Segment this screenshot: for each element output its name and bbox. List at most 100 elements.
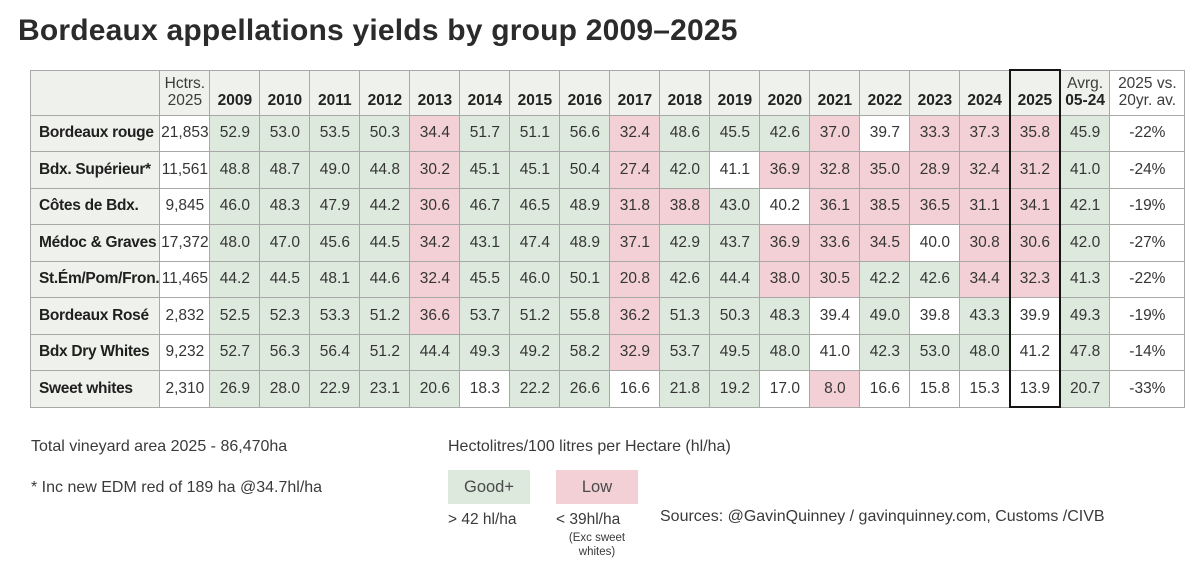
yield-cell: 42.6 [759,114,811,152]
yield-cell: 46.5 [509,187,561,225]
hectares-cell: 21,853 [159,114,211,152]
yield-cell: 48.3 [759,297,811,335]
yield-cell: 49.0 [309,151,361,189]
yield-cell: 48.0 [209,224,261,262]
legend-low-rule: < 39hl/ha [556,511,621,528]
yield-cell: 44.2 [209,260,261,298]
vs-cell: -24% [1109,151,1186,189]
yield-cell: 32.3 [1008,260,1061,298]
year-header-2014: 2014 [459,69,511,116]
yield-cell: 30.8 [959,224,1011,262]
yield-cell: 16.6 [859,370,911,408]
table-head: Hctrs. 2025 2009 2010 2011 2012 2013 2014 2015 20… [29,69,1186,116]
table-row: Bdx Dry Whites 9,232 52.7 56.3 56.4 51.2 44.4 4… [29,333,1186,371]
sources-note: Sources: @GavinQuinney / gavinquinney.co… [660,508,1105,525]
yield-cell: 48.9 [559,187,611,225]
year-header-2016: 2016 [559,69,611,116]
yield-cell: 44.4 [409,333,461,371]
legend-good-swatch: Good+ [448,470,530,504]
yield-cell: 45.5 [709,114,761,152]
yield-cell: 43.0 [709,187,761,225]
vs-cell: -33% [1109,370,1186,408]
yield-cell: 48.9 [559,224,611,262]
yield-cell: 30.2 [409,151,461,189]
table-row: St.Ém/Pom/Fron. 11,465 44.2 44.5 48.1 44.6 32.… [29,260,1186,298]
year-header-2024: 2024 [959,69,1011,116]
yield-cell: 20.8 [609,260,661,298]
yield-cell: 39.8 [909,297,961,335]
yield-cell: 33.6 [809,224,861,262]
yield-cell: 32.9 [609,333,661,371]
yield-cell: 50.3 [359,114,411,152]
yield-cell: 44.8 [359,151,411,189]
vs-cell: -19% [1109,297,1186,335]
yield-cell: 48.6 [659,114,711,152]
yield-cell: 42.6 [659,260,711,298]
yield-cell: 46.7 [459,187,511,225]
yield-cell: 56.3 [259,333,311,371]
yield-cell: 19.2 [709,370,761,408]
legend-good-rule: > 42 hl/ha [448,511,517,528]
yield-cell: 50.4 [559,151,611,189]
yield-cell: 52.9 [209,114,261,152]
yield-cell: 45.1 [509,151,561,189]
yield-cell: 36.9 [759,151,811,189]
table-row: Médoc & Graves 17,372 48.0 47.0 45.6 44.5 34.2… [29,224,1186,262]
yield-cell: 23.1 [359,370,411,408]
yield-cell: 36.9 [759,224,811,262]
yield-cell: 32.8 [809,151,861,189]
yield-cell: 32.4 [959,151,1011,189]
year-header-2025: 2025 [1008,69,1061,116]
yield-cell: 31.2 [1008,151,1061,189]
yield-cell: 39.7 [859,114,911,152]
yield-cell: 31.1 [959,187,1011,225]
vs-header: 2025 vs. 20yr. av. [1109,69,1186,116]
yield-cell: 43.1 [459,224,511,262]
legend-low: Low < 39hl/ha (Exc sweet whites) [556,470,638,560]
yield-cell: 35.8 [1008,114,1061,152]
yield-cell: 38.0 [759,260,811,298]
legend: Hectolitres/100 litres per Hectare (hl/h… [448,438,731,560]
yield-cell: 44.6 [359,260,411,298]
yield-cell: 37.3 [959,114,1011,152]
year-header-2018: 2018 [659,69,711,116]
yield-cell: 42.0 [659,151,711,189]
footnotes: Total vineyard area 2025 - 86,470ha * In… [31,438,322,520]
legend-title: Hectolitres/100 litres per Hectare (hl/h… [448,438,731,455]
yield-cell: 41.1 [709,151,761,189]
yield-cell: 30.6 [409,187,461,225]
yield-cell: 30.5 [809,260,861,298]
year-header-2020: 2020 [759,69,811,116]
avg-cell: 42.1 [1059,187,1111,225]
total-area-note: Total vineyard area 2025 - 86,470ha [31,438,288,455]
table-row: Bdx. Supérieur* 11,561 48.8 48.7 49.0 44.8 30.… [29,151,1186,189]
table-row: Bordeaux Rosé 2,832 52.5 52.3 53.3 51.2 36.6 53… [29,297,1186,335]
yield-cell: 53.3 [309,297,361,335]
row-label: Bordeaux rouge [29,114,161,152]
yield-cell: 47.9 [309,187,361,225]
yield-cell: 49.3 [459,333,511,371]
yield-cell: 52.5 [209,297,261,335]
hectares-cell: 17,372 [159,224,211,262]
legend-low-rule-note: (Exc sweet whites) [568,532,626,559]
yield-cell: 51.1 [509,114,561,152]
avg-cell: 49.3 [1059,297,1111,335]
vs-cell: -27% [1109,224,1186,262]
yield-cell: 56.4 [309,333,361,371]
yield-cell: 51.3 [659,297,711,335]
yield-cell: 42.9 [659,224,711,262]
yield-cell: 39.4 [809,297,861,335]
yield-cell: 53.7 [459,297,511,335]
yield-cell: 50.1 [559,260,611,298]
yield-cell: 50.3 [709,297,761,335]
yield-cell: 44.5 [259,260,311,298]
year-header-2023: 2023 [909,69,961,116]
page-title: Bordeaux appellations yields by group 20… [18,14,738,47]
edm-note: * Inc new EDM red of 189 ha @34.7hl/ha [31,479,323,496]
row-label: Côtes de Bdx. [29,187,161,225]
yield-cell: 51.2 [359,333,411,371]
yields-table: Hctrs. 2025 2009 2010 2011 2012 2013 2014 2015 20… [29,69,1186,408]
yield-cell: 52.3 [259,297,311,335]
yield-cell: 48.0 [959,333,1011,371]
row-label: St.Ém/Pom/Fron. [29,260,161,298]
